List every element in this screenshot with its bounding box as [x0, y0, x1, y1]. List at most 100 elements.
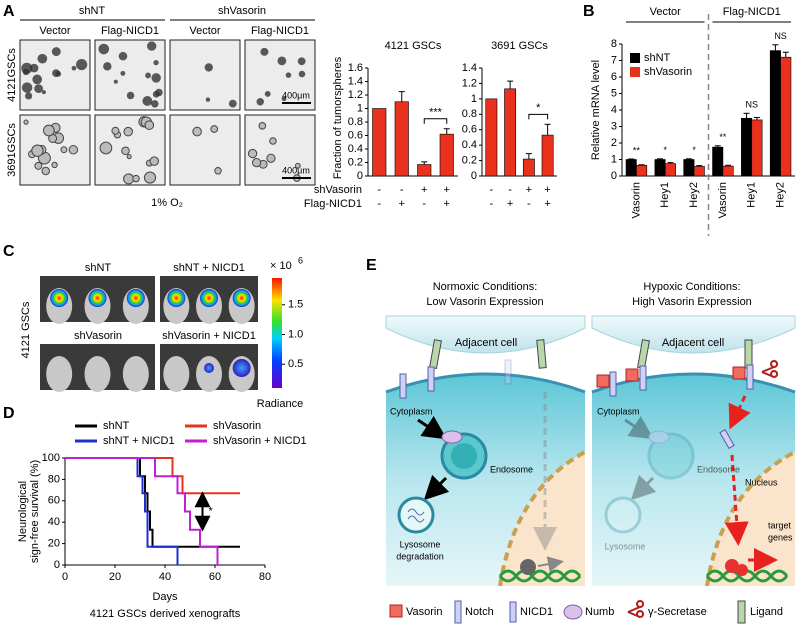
cell-line-label: 4121 GSCs	[20, 301, 32, 358]
survival-curve	[65, 457, 240, 548]
bar	[664, 163, 676, 177]
condition-sign: +	[544, 184, 550, 196]
mouse	[196, 356, 222, 392]
panel-label: C	[3, 243, 15, 260]
y-tick-label: 0.4	[348, 143, 363, 155]
y-tick-label: 0.2	[462, 154, 477, 166]
bar	[780, 56, 792, 177]
significance: *	[209, 505, 214, 517]
colony	[113, 79, 118, 84]
legend-label: Ligand	[750, 606, 783, 618]
colony	[23, 119, 29, 125]
legend-swatch	[630, 67, 640, 77]
condition-sign: +	[399, 198, 405, 210]
condition-title: Hypoxic Conditions:	[643, 281, 740, 293]
colony	[285, 72, 292, 78]
legend-label: NICD1	[520, 606, 553, 618]
y-tick-label: 0	[54, 559, 60, 571]
notch	[399, 373, 407, 399]
colony	[251, 157, 262, 168]
y-tick-label: 100	[42, 452, 60, 464]
colony	[256, 98, 264, 106]
condition-sign: -	[377, 198, 381, 210]
bar	[636, 164, 648, 177]
y-axis-label: Neurological	[17, 481, 29, 542]
y-tick-label: 1	[611, 153, 617, 165]
arrow	[417, 416, 447, 440]
y-tick-label: 8	[611, 38, 617, 50]
colony	[145, 72, 151, 79]
y-axis-label: Relative mRNA level	[590, 60, 602, 160]
nicd1	[719, 429, 735, 449]
colony	[126, 154, 132, 160]
dna	[498, 569, 582, 583]
vasorin	[596, 374, 610, 388]
significance: ***	[429, 107, 443, 119]
colony	[269, 137, 277, 145]
y-tick-label: 1.4	[348, 75, 363, 87]
condition-title: Low Vasorin Expression	[426, 296, 543, 308]
legend-label: shVasorin + NICD1	[213, 435, 307, 447]
colony	[153, 59, 159, 66]
legend-label: shNT + NICD1	[103, 435, 175, 447]
gamma-secretase	[761, 360, 779, 378]
colony	[214, 167, 222, 175]
colony	[143, 171, 157, 184]
legend-label: shNT	[644, 52, 671, 64]
colony	[118, 51, 128, 61]
x-tick-label: 20	[109, 571, 121, 583]
panel-e: Normoxic Conditions: Low Vasorin Express…	[385, 281, 796, 624]
group-label: Flag-NICD1	[723, 6, 781, 18]
colony	[71, 65, 77, 71]
signal	[88, 289, 107, 307]
y-tick-label: 0	[611, 170, 617, 182]
group-label: shNT	[79, 5, 106, 17]
error-bar	[667, 162, 674, 164]
panel-label: D	[3, 405, 15, 422]
bar	[372, 108, 387, 177]
dna	[705, 569, 789, 583]
colony	[111, 126, 120, 135]
arrow	[537, 556, 564, 573]
complex	[736, 564, 748, 576]
nuclear-envelope	[498, 450, 586, 587]
colony	[294, 162, 301, 169]
colony	[247, 148, 258, 159]
colony	[126, 91, 135, 100]
error-bar	[714, 145, 721, 148]
y-tick-label: 0.6	[348, 129, 363, 141]
bar	[712, 146, 724, 177]
significance: **	[633, 145, 641, 155]
legend-icon	[563, 604, 583, 620]
column-label: Flag-NICD1	[101, 25, 159, 37]
y-tick-label: 0.6	[462, 124, 477, 136]
colony	[264, 91, 271, 97]
colony	[31, 144, 44, 157]
legend-label: Numb	[585, 606, 614, 618]
condition-sign: +	[544, 198, 550, 210]
y-tick-label: 1	[471, 93, 477, 105]
colony	[147, 41, 157, 51]
condition-label: shVasorin	[314, 184, 362, 196]
group-label: Vector	[650, 6, 682, 18]
scale-bar-label: 400μm	[282, 165, 310, 175]
significance: NS	[774, 31, 787, 41]
y-tick-label: 60	[48, 495, 60, 507]
row-label: 4121GSCs	[6, 48, 18, 102]
compartment-label: Lysosome	[400, 539, 441, 549]
legend-label: Vasorin	[406, 606, 442, 618]
colony	[60, 146, 68, 154]
compartment-label: genes	[768, 532, 793, 542]
colorbar-tick-label: 1.5	[288, 299, 303, 311]
numb	[441, 430, 463, 444]
colony	[121, 146, 130, 156]
y-tick-label: 80	[48, 473, 60, 485]
membrane	[385, 372, 586, 394]
significance: *	[536, 102, 541, 114]
legend-label: shVasorin	[213, 420, 261, 432]
fragments	[407, 508, 425, 523]
bar	[693, 166, 705, 177]
compartment-label: Endosome	[697, 464, 740, 474]
group-label: shVasorin	[218, 5, 266, 17]
y-tick-label: 3	[611, 120, 617, 132]
